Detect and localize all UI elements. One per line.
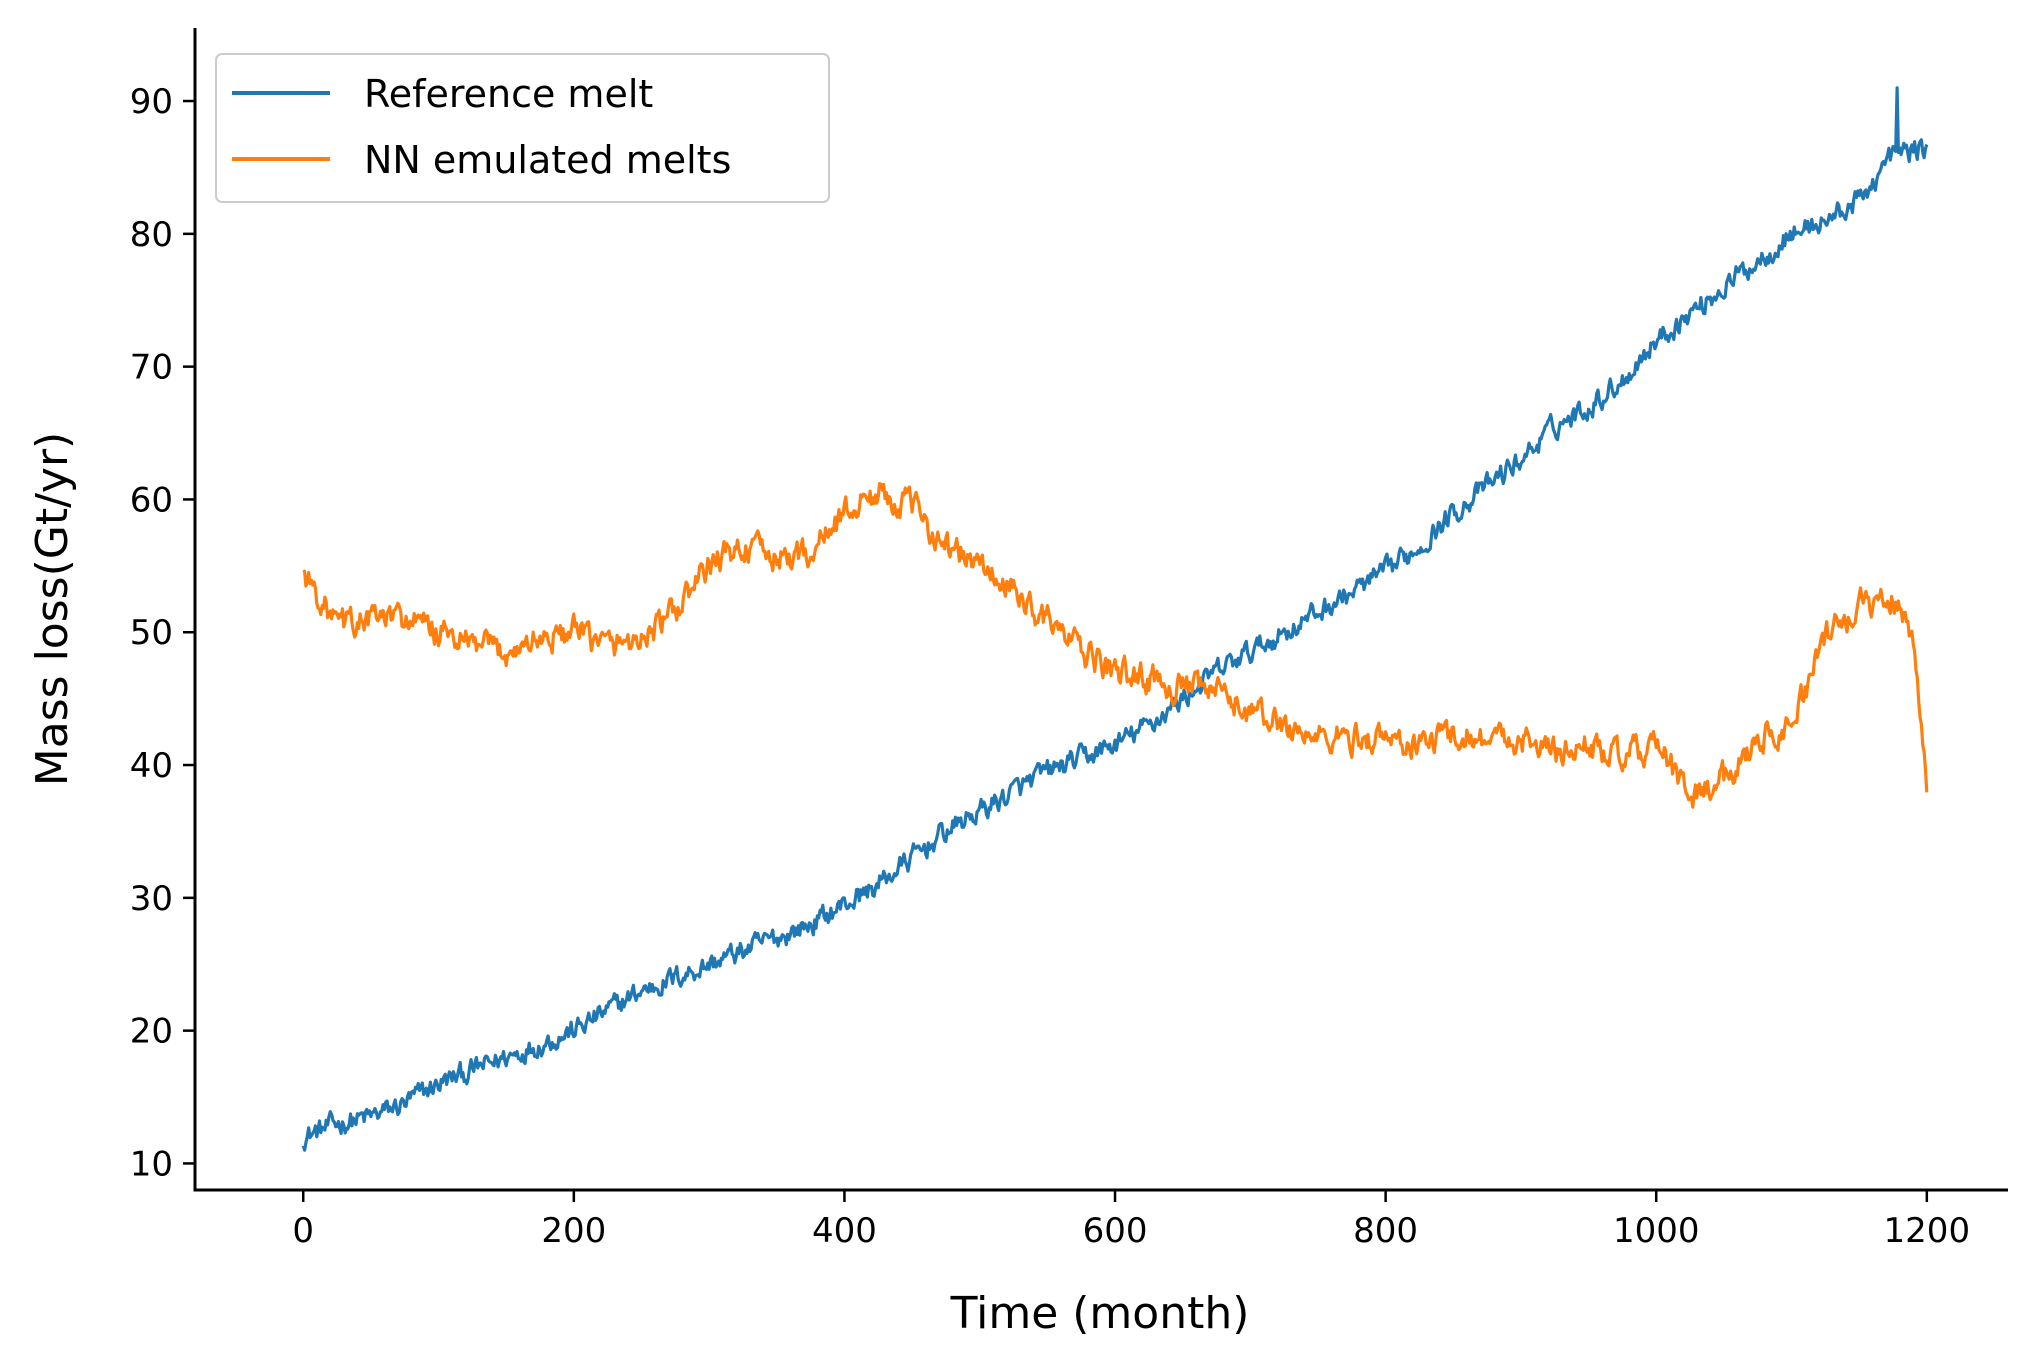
y-axis-label: Mass loss(Gt/yr) — [27, 432, 78, 786]
x-tick-label: 800 — [1353, 1211, 1418, 1251]
x-tick-label: 600 — [1083, 1211, 1148, 1251]
legend-frame — [215, 53, 830, 203]
y-tick-label: 30 — [130, 879, 173, 919]
series-line-reference-melt — [301, 86, 1929, 1152]
y-tick-label: 20 — [130, 1012, 173, 1052]
series-line-nn-emulated-melts — [302, 482, 1929, 809]
axes-layer — [193, 28, 2008, 1192]
y-tick-label: 60 — [130, 480, 173, 520]
y-tick-label: 80 — [130, 215, 173, 255]
legend-label-reference-melt: Reference melt — [364, 72, 653, 116]
y-tick-label: 70 — [130, 348, 173, 388]
legend: Reference melt NN emulated melts — [215, 53, 830, 203]
x-axis-label: Time (month) — [950, 1288, 1250, 1339]
y-tick-label: 90 — [130, 82, 173, 122]
x-tick-label: 0 — [292, 1211, 314, 1251]
y-tick-label: 50 — [130, 613, 173, 653]
y-ticks: 10 20 30 40 50 60 70 80 90 — [130, 82, 195, 1184]
x-tick-label: 400 — [812, 1211, 877, 1251]
y-tick-label: 40 — [130, 746, 173, 786]
x-tick-label: 200 — [541, 1211, 606, 1251]
x-tick-label: 1000 — [1613, 1211, 1700, 1251]
y-tick-label: 10 — [130, 1144, 173, 1184]
x-ticks: 0 200 400 600 800 1000 1200 — [292, 1190, 1970, 1251]
series-layer — [301, 86, 1929, 1152]
x-tick-label: 1200 — [1884, 1211, 1971, 1251]
legend-label-nn-emulated-melts: NN emulated melts — [364, 138, 731, 182]
